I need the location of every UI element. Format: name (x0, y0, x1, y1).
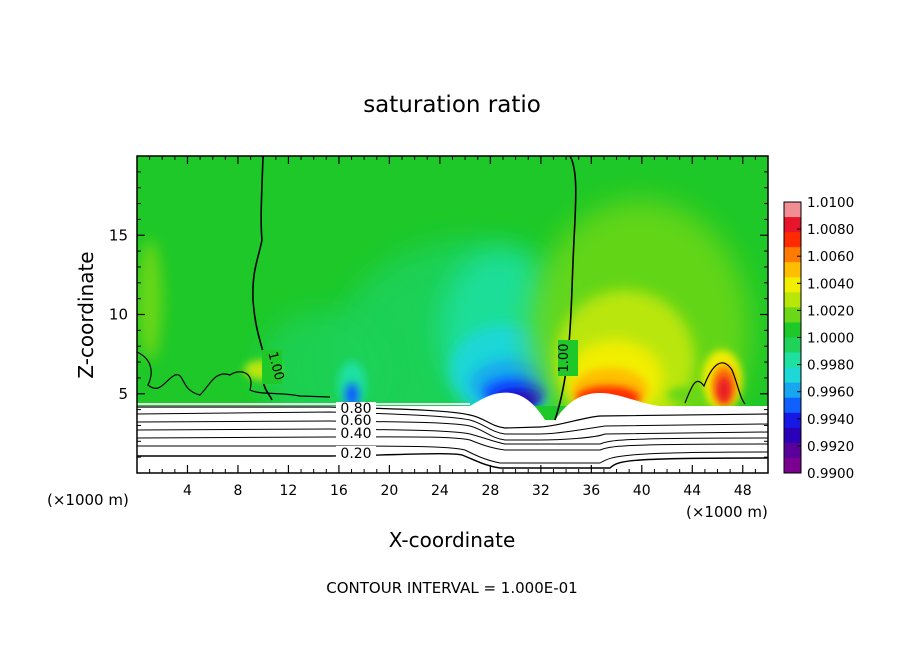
x-tick-label: 32 (532, 483, 550, 499)
contour-line-surface-right (684, 362, 746, 405)
x-axis-ticks: 4 8 12 16 20 24 28 32 36 40 44 48 (149, 156, 756, 499)
colorbar-swatch (784, 457, 801, 474)
contour-label-060: 0.60 (340, 413, 371, 429)
x-tick-label: 36 (582, 483, 600, 499)
contour-label-bg-100-left (262, 350, 282, 384)
contour-label-040: 0.40 (340, 426, 371, 442)
contour-line-surface-left (137, 351, 331, 398)
x-tick-label: 28 (481, 483, 499, 499)
colorbar-swatch (784, 382, 801, 399)
contour-label-080: 0.80 (340, 401, 371, 417)
y-tick-label: 10 (109, 306, 128, 324)
contour-line-030 (137, 445, 768, 464)
x-tick-label: 16 (330, 483, 348, 499)
contour-line-050 (137, 428, 768, 445)
contour-line-100-left (252, 156, 273, 401)
colorbar-label: 1.0080 (807, 222, 854, 238)
colorbar-label: 1.0020 (807, 303, 854, 319)
contour-label-100-right: 1.00 (557, 344, 572, 373)
y-axis-label: Z-coordinate (74, 251, 98, 378)
colorbar-label: 1.0060 (807, 249, 854, 265)
colorbar-swatch (784, 292, 801, 308)
x-tick-label: 48 (734, 483, 752, 499)
colorbar-swatch (784, 277, 801, 293)
colorbar-label: 0.9940 (807, 412, 854, 428)
field-spot2-red (717, 376, 731, 404)
contour-line-020 (137, 453, 768, 469)
colorbar-swatch (784, 412, 801, 429)
colorbar-swatch (784, 247, 801, 263)
x-tick-label: 12 (280, 483, 298, 499)
y-axis-ticks: 5 10 15 (109, 171, 768, 458)
colorbar-swatch (784, 337, 801, 354)
colorbar-swatch (784, 217, 801, 233)
colorbar-label: 1.0100 (807, 195, 854, 211)
chart-title: saturation ratio (363, 92, 541, 118)
contour-line-080 (137, 406, 768, 429)
x-unit-label-right: (×1000 m) (686, 503, 768, 521)
contour-line-100-right (554, 156, 577, 421)
x-tick-label: 40 (633, 483, 651, 499)
colorbar-swatch (784, 442, 801, 459)
contour-line-070 (137, 411, 768, 435)
x-axis-label: X-coordinate (389, 528, 516, 552)
colorbar-label: 1.0040 (807, 276, 854, 292)
x-tick-label: 20 (380, 483, 398, 499)
x-tick-label: 8 (233, 483, 242, 499)
colorbar-swatch (784, 232, 801, 248)
y-tick-label: 15 (109, 226, 128, 244)
y-tick-label: 5 (118, 385, 128, 403)
contour-line-060 (137, 420, 768, 441)
field-lime-patch-1 (138, 240, 162, 360)
contours (137, 156, 768, 469)
x-tick-label: 24 (431, 483, 449, 499)
colorbar-label: 0.9980 (807, 358, 854, 374)
colorbar-swatch (784, 397, 801, 414)
x-tick-label: 4 (183, 483, 192, 499)
colorbar-swatch (784, 307, 801, 323)
x-unit-label-left: (×1000 m) (47, 491, 129, 509)
contour-label-100-left: 1.00 (264, 350, 286, 382)
contour-label-bg-080 (336, 402, 376, 413)
contour-line-040 (137, 436, 768, 451)
contour-label-bg-100-right (558, 340, 578, 376)
colorbar-swatch (784, 202, 801, 218)
colorbar-swatch (784, 367, 801, 384)
field-lime-patch-3 (667, 387, 703, 403)
contour-label-020: 0.20 (340, 446, 371, 462)
contour-label-bg-040 (336, 426, 376, 438)
colorbar-swatch (784, 427, 801, 444)
colorbar-label: 0.9920 (807, 439, 854, 455)
colorbar: 1.0100 1.0080 1.0060 1.0040 1.0020 1.0000 0.99… (783, 195, 854, 482)
field-spot-blue (345, 383, 359, 406)
contour-labels: 1.00 1.00 0.80 0.60 0.40 0.20 (264, 344, 572, 462)
colorbar-swatch (784, 262, 801, 278)
contour-interval-note: CONTOUR INTERVAL = 1.000E-01 (326, 579, 577, 597)
x-tick-label: 44 (683, 483, 701, 499)
contour-label-bg-020 (336, 446, 376, 459)
contour-label-bg-060 (336, 413, 376, 425)
colorbar-label: 0.9900 (807, 466, 854, 482)
colorbar-swatch (784, 322, 801, 338)
saturation-field (137, 156, 768, 473)
colorbar-label: 0.9960 (807, 385, 854, 401)
colorbar-swatch (784, 352, 801, 369)
colorbar-label: 1.0000 (807, 331, 854, 347)
